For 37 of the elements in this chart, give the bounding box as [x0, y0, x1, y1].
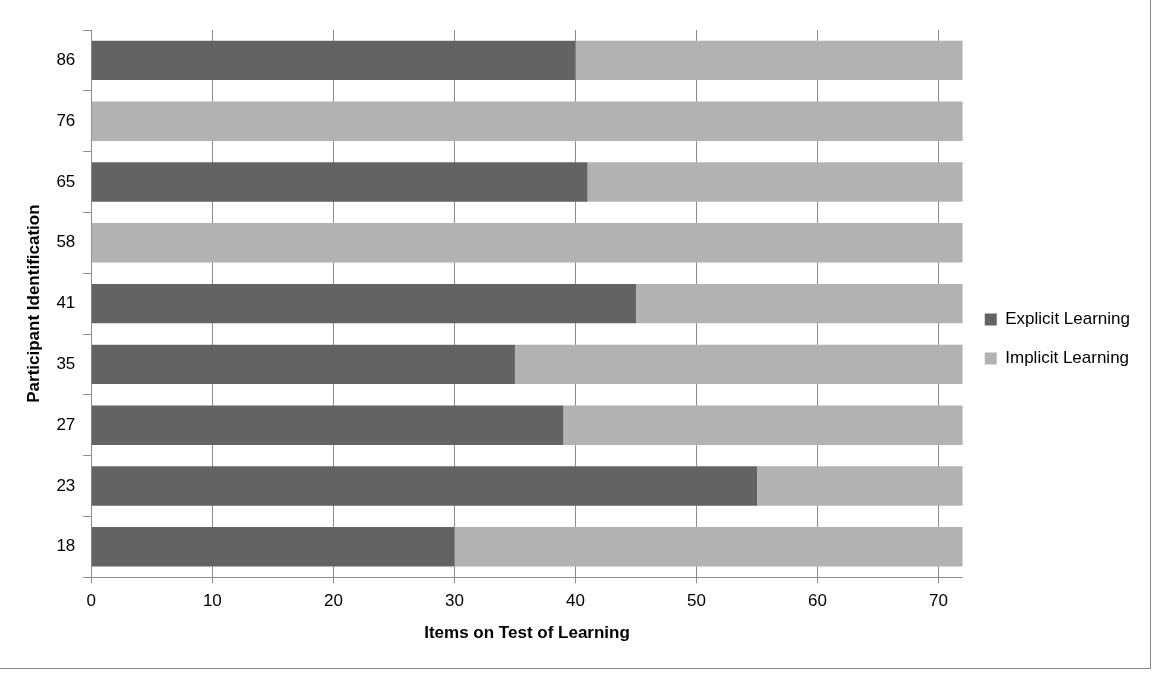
bar — [454, 527, 963, 567]
bar — [563, 405, 963, 445]
x-tick-label: 40 — [565, 591, 585, 611]
y-tick-label: 23 — [56, 475, 76, 495]
y-tick-label: 58 — [56, 232, 76, 252]
bar — [587, 162, 963, 202]
x-axis-title: Items on Test of Learning — [424, 623, 630, 643]
x-tick-label: 50 — [687, 591, 706, 611]
bar — [91, 405, 564, 445]
y-axis-title: Participant Identification — [23, 204, 43, 403]
bar — [757, 466, 963, 506]
y-tick-label: 65 — [56, 171, 76, 191]
bar — [91, 344, 515, 385]
y-tick-label: 18 — [56, 536, 76, 556]
legend-label: Explicit Learning — [1005, 309, 1131, 329]
x-tick-label: 10 — [202, 591, 222, 611]
x-tick-label: 20 — [323, 591, 343, 611]
bar — [91, 162, 588, 202]
y-tick-label: 35 — [56, 354, 76, 374]
bar — [91, 466, 757, 506]
x-tick-label: 70 — [929, 591, 949, 611]
y-tick-label: 41 — [56, 293, 76, 313]
x-tick-label: 60 — [808, 591, 827, 611]
bar — [91, 101, 963, 141]
bar — [91, 527, 455, 567]
bar — [91, 40, 576, 81]
bar — [514, 344, 963, 385]
bar — [91, 223, 963, 263]
bar — [91, 283, 636, 324]
x-tick-label: 0 — [86, 591, 97, 611]
x-tick-label: 30 — [444, 591, 464, 611]
legend-label: Implicit Learning — [1005, 348, 1130, 368]
bar — [635, 283, 963, 324]
bar — [575, 40, 963, 81]
y-tick-label: 76 — [56, 110, 76, 130]
y-tick-label: 86 — [56, 50, 76, 70]
y-tick-label: 27 — [56, 414, 76, 434]
